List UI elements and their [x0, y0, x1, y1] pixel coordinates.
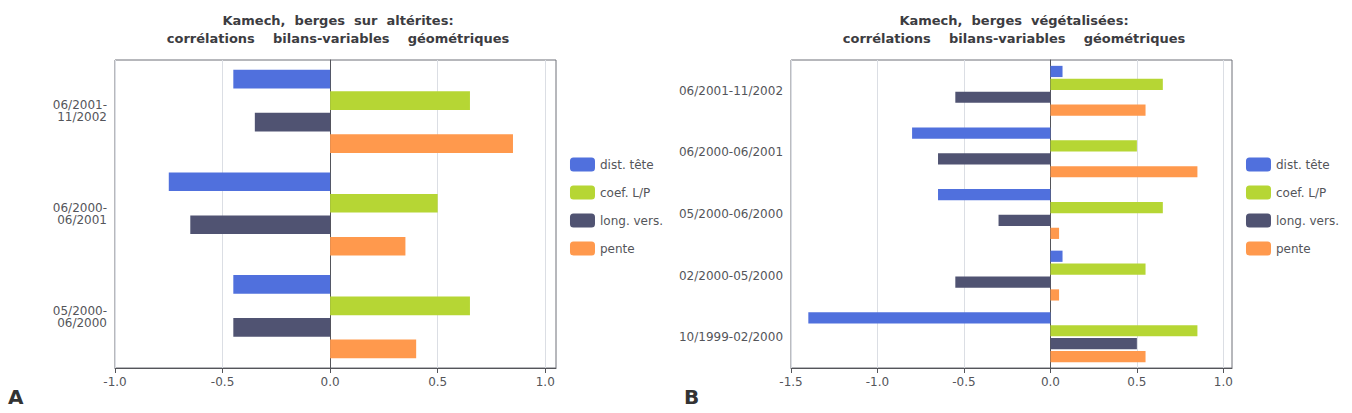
- svg-text:Kamech, berges végétalisées:: Kamech, berges végétalisées:: [899, 13, 1128, 28]
- svg-text:dist. tête: dist. tête: [1276, 158, 1330, 172]
- svg-text:05/2000-: 05/2000-: [52, 303, 107, 318]
- svg-text:-1.0: -1.0: [103, 375, 126, 389]
- svg-text:coef. L/P: coef. L/P: [1276, 186, 1326, 200]
- svg-text:06/2000-: 06/2000-: [52, 201, 107, 215]
- svg-text:0.0: 0.0: [1041, 375, 1060, 389]
- svg-text:long. vers.: long. vers.: [1276, 214, 1339, 228]
- svg-text:coef. L/P: coef. L/P: [600, 186, 650, 200]
- svg-text:02/2000-05/2000: 02/2000-05/2000: [679, 269, 783, 283]
- svg-text:-0.5: -0.5: [211, 375, 234, 389]
- svg-text:-1.5: -1.5: [779, 375, 802, 389]
- svg-text:pente: pente: [1276, 242, 1311, 256]
- svg-text:corrélations bilans-variabl: corrélations bilans-variables géométriqu…: [843, 31, 1186, 46]
- svg-text:1.0: 1.0: [536, 375, 555, 389]
- svg-text:0.0: 0.0: [321, 375, 340, 389]
- svg-text:06/2001-11/2002: 06/2001-11/2002: [679, 84, 783, 98]
- svg-text:06/2000: 06/2000: [57, 316, 107, 330]
- svg-text:06/2001: 06/2001: [57, 213, 107, 227]
- svg-text:dist. tête: dist. tête: [600, 158, 654, 172]
- svg-text:B: B: [684, 385, 699, 409]
- svg-text:Kamech, berges sur altérite: Kamech, berges sur altérites:: [222, 13, 453, 28]
- svg-text:-0.5: -0.5: [952, 375, 975, 389]
- svg-text:long. vers.: long. vers.: [600, 214, 663, 228]
- svg-text:A: A: [8, 385, 24, 409]
- svg-text:0.5: 0.5: [1127, 375, 1146, 389]
- svg-text:pente: pente: [600, 242, 635, 256]
- svg-text:10/1999-02/2000: 10/1999-02/2000: [679, 330, 783, 344]
- svg-text:06/2001-: 06/2001-: [52, 98, 107, 113]
- svg-text:05/2000-06/2000: 05/2000-06/2000: [679, 207, 783, 221]
- svg-text:06/2000-06/2001: 06/2000-06/2001: [679, 145, 783, 159]
- svg-text:corrélations bilans-variabl: corrélations bilans-variables géométriqu…: [167, 31, 510, 46]
- svg-text:-1.0: -1.0: [866, 375, 889, 389]
- svg-text:11/2002: 11/2002: [57, 110, 107, 124]
- svg-text:1.0: 1.0: [1214, 375, 1233, 389]
- svg-text:0.5: 0.5: [428, 375, 447, 389]
